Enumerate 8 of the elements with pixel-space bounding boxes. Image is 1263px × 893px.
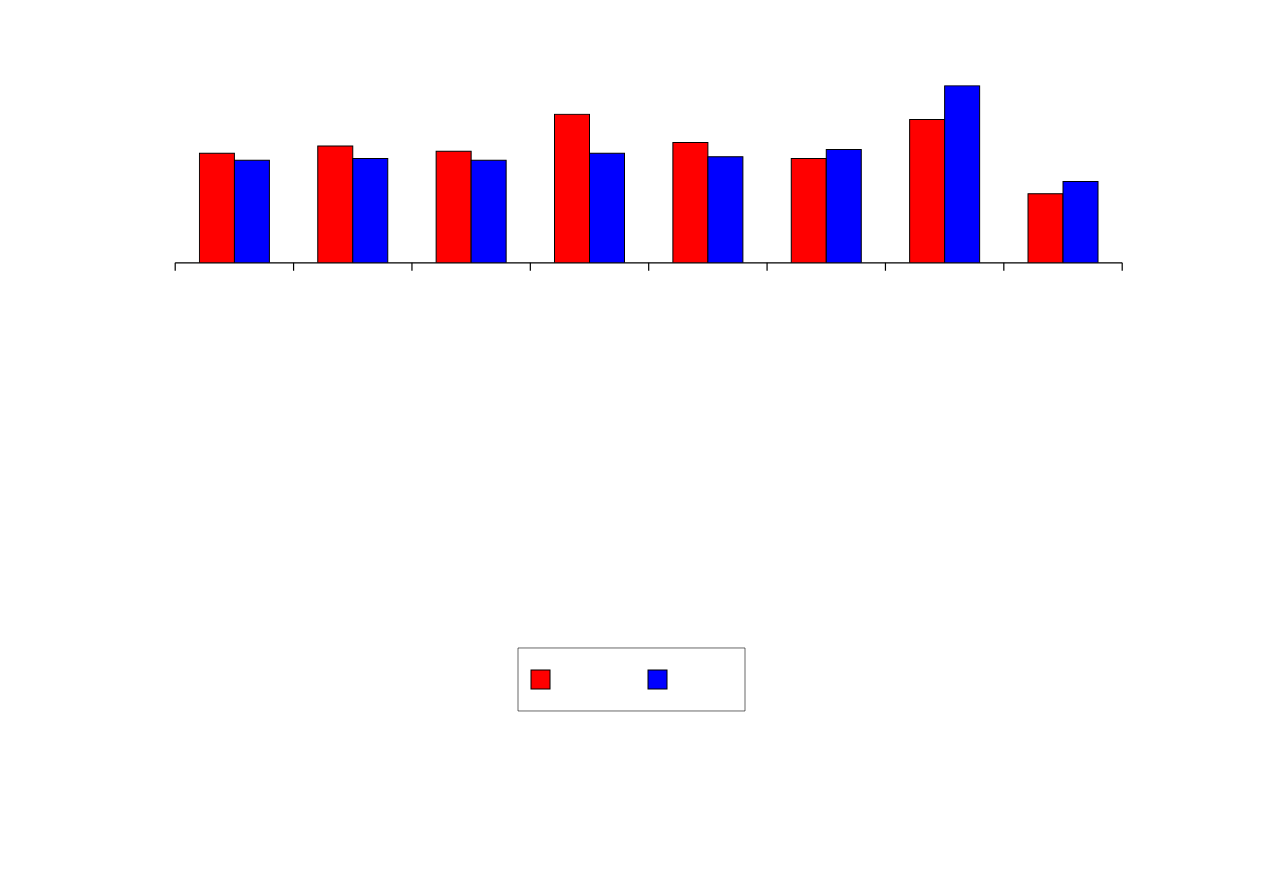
bar — [944, 85, 981, 263]
bar — [825, 149, 862, 263]
bar — [233, 159, 270, 263]
bar — [352, 157, 389, 263]
bar — [589, 152, 626, 263]
bar — [470, 159, 507, 263]
bar — [1062, 180, 1099, 263]
bar — [707, 156, 744, 263]
